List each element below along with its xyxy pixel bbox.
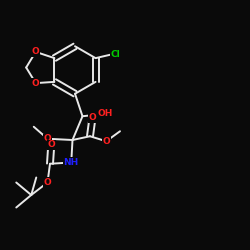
Text: O: O [47,140,55,149]
Text: O: O [44,178,51,187]
Text: Cl: Cl [111,50,120,59]
Text: O: O [44,134,52,143]
Text: O: O [32,48,40,56]
Text: O: O [102,137,110,146]
Text: NH: NH [64,158,79,167]
Text: O: O [32,78,40,88]
Text: O: O [88,113,96,122]
Text: OH: OH [97,109,113,118]
